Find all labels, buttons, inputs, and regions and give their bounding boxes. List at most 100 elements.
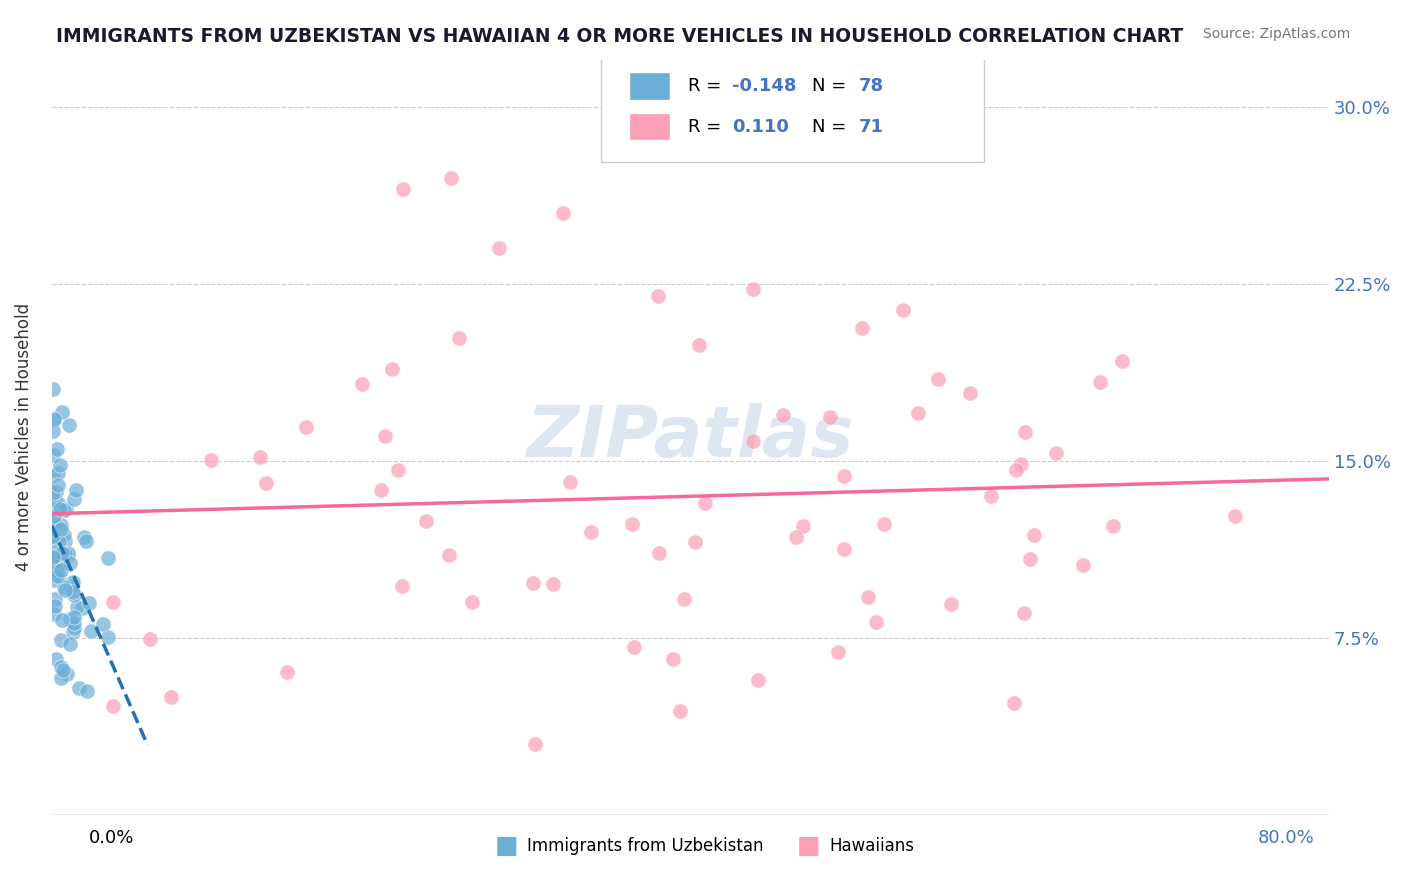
Point [46, 478, 69, 492]
Point [1010, 457, 1032, 471]
Text: 0.110: 0.110 [733, 118, 789, 136]
Point [49, 632, 72, 647]
Point [1019, 552, 1042, 566]
Point [668, 704, 690, 718]
Point [907, 406, 929, 420]
Point [42, 411, 65, 425]
Point [387, 463, 409, 477]
Text: -0.148: -0.148 [733, 77, 797, 95]
Point [741, 434, 763, 449]
Point [523, 737, 546, 751]
Point [97, 630, 120, 644]
Point [62, 574, 84, 589]
Point [42, 607, 65, 622]
Point [558, 475, 581, 489]
Point [49, 660, 72, 674]
Point [58, 417, 80, 432]
Point [41, 508, 63, 523]
Point [747, 673, 769, 687]
Point [891, 302, 914, 317]
Point [939, 597, 962, 611]
Point [42, 382, 65, 396]
Point [551, 206, 574, 220]
Point [53, 547, 76, 561]
Point [103, 699, 125, 714]
Point [42, 412, 65, 426]
Point [276, 665, 298, 679]
Point [249, 450, 271, 465]
Point [440, 170, 463, 185]
Point [55, 502, 77, 516]
Point [76, 683, 98, 698]
Point [51, 563, 73, 577]
Point [623, 640, 645, 654]
Point [41, 448, 63, 462]
Point [62, 610, 84, 624]
Text: Hawaiians: Hawaiians [830, 837, 914, 855]
Point [648, 546, 671, 560]
Text: 78: 78 [859, 77, 884, 95]
Point [62, 585, 84, 599]
Point [662, 652, 685, 666]
Point [51, 550, 73, 565]
Point [1071, 558, 1094, 572]
Point [391, 578, 413, 592]
Point [49, 458, 72, 473]
Point [1005, 462, 1028, 476]
Point [77, 596, 100, 610]
Point [827, 644, 849, 658]
Point [44, 599, 66, 614]
Point [45, 652, 67, 666]
Point [46, 563, 69, 577]
Point [42, 508, 65, 523]
Point [45, 569, 67, 583]
Text: Source: ZipAtlas.com: Source: ZipAtlas.com [1202, 27, 1350, 41]
Point [46, 466, 69, 480]
Point [62, 616, 84, 631]
Text: N =: N = [811, 77, 852, 95]
Point [415, 514, 437, 528]
Point [62, 491, 84, 506]
FancyBboxPatch shape [628, 72, 669, 100]
Point [51, 517, 73, 532]
Point [48, 569, 70, 583]
Point [1223, 509, 1246, 524]
Point [1012, 606, 1035, 620]
Point [63, 621, 86, 635]
Text: ■: ■ [797, 834, 820, 857]
Point [46, 496, 69, 510]
Point [350, 377, 373, 392]
Point [488, 241, 510, 255]
Point [381, 362, 404, 376]
Point [48, 502, 70, 516]
FancyBboxPatch shape [600, 56, 984, 161]
Text: R =: R = [688, 118, 727, 136]
Point [49, 671, 72, 685]
FancyBboxPatch shape [628, 113, 669, 140]
Text: ZIPatlas: ZIPatlas [527, 402, 853, 472]
Point [772, 409, 794, 423]
Point [59, 556, 82, 570]
Point [45, 442, 67, 456]
Point [44, 495, 66, 509]
Point [45, 518, 67, 533]
Point [53, 582, 76, 597]
Point [52, 663, 75, 677]
Point [865, 615, 887, 629]
Text: R =: R = [688, 77, 727, 95]
Point [91, 617, 114, 632]
Text: 80.0%: 80.0% [1258, 829, 1315, 847]
Point [42, 486, 65, 500]
Point [67, 681, 90, 695]
Point [55, 666, 77, 681]
Point [49, 522, 72, 536]
Point [42, 529, 65, 543]
Point [72, 600, 94, 615]
Point [44, 592, 66, 607]
Point [44, 549, 66, 564]
Point [75, 533, 97, 548]
Y-axis label: 4 or more Vehicles in Household: 4 or more Vehicles in Household [15, 303, 32, 571]
Point [51, 405, 73, 419]
Point [856, 591, 879, 605]
Text: IMMIGRANTS FROM UZBEKISTAN VS HAWAIIAN 4 OR MORE VEHICLES IN HOUSEHOLD CORRELATI: IMMIGRANTS FROM UZBEKISTAN VS HAWAIIAN 4… [56, 27, 1184, 45]
